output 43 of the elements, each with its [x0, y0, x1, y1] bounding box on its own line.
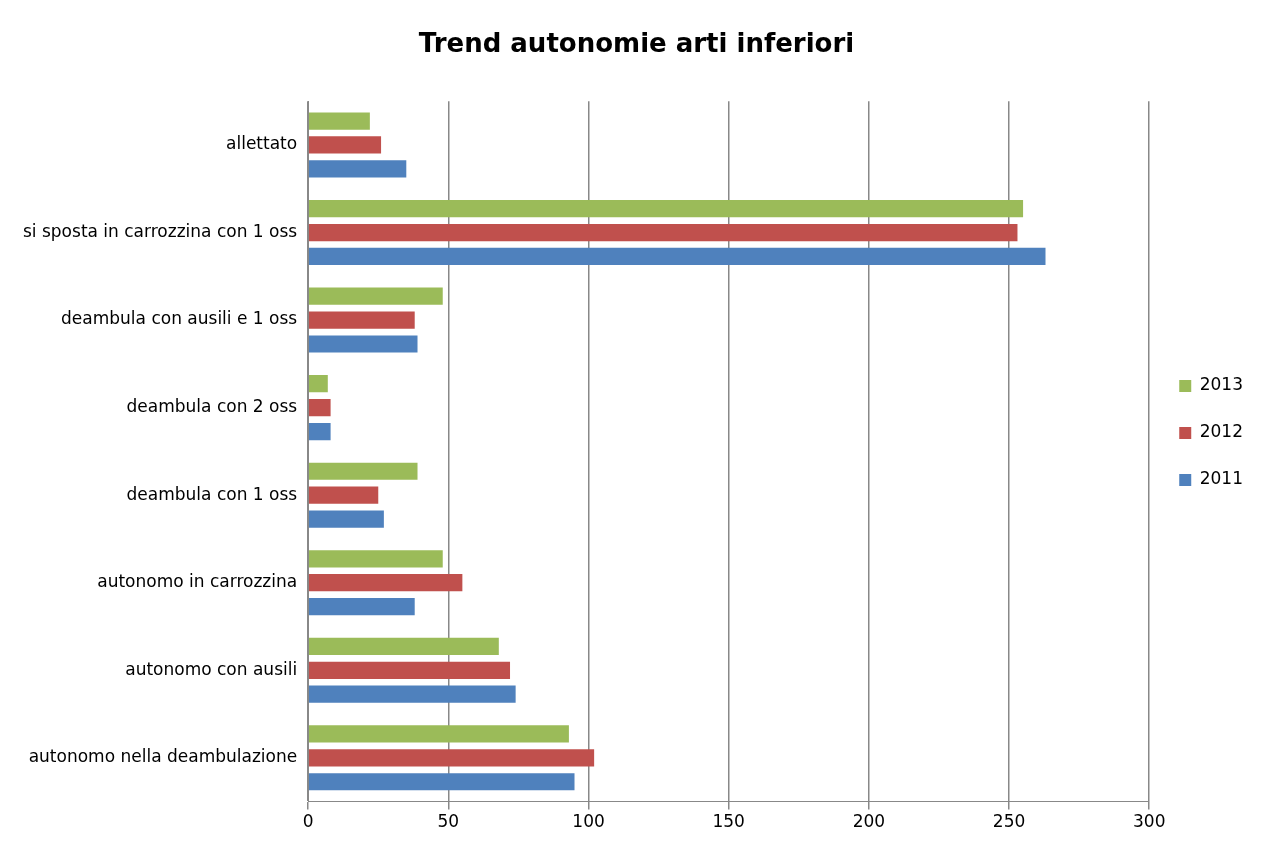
- legend-label: 2012: [1199, 421, 1243, 442]
- bar: [308, 112, 370, 130]
- y-tick-label: allettato: [226, 133, 298, 154]
- bar: [308, 311, 415, 329]
- bar: [308, 510, 384, 528]
- chart-title: Trend autonomie arti inferiori: [418, 28, 855, 59]
- x-tick-label: 0: [302, 811, 314, 832]
- y-tick-label: autonomo nella deambulazione: [28, 746, 298, 767]
- x-tick-label: 150: [712, 811, 745, 832]
- bar: [308, 773, 575, 791]
- bar: [308, 598, 415, 616]
- bar: [308, 375, 328, 393]
- bar: [308, 637, 499, 655]
- x-tick-label: 300: [1133, 811, 1166, 832]
- bar: [308, 199, 1024, 218]
- bar: [308, 574, 463, 592]
- bar: [308, 399, 331, 417]
- legend-label: 2011: [1199, 468, 1243, 489]
- bar: [308, 486, 379, 504]
- bar: [308, 160, 407, 178]
- bar: [308, 661, 511, 679]
- bar: [308, 422, 331, 441]
- bar: [308, 223, 1018, 242]
- bar: [308, 287, 443, 305]
- x-tick-label: 50: [437, 811, 460, 832]
- y-tick-label: autonomo in carrozzina: [97, 571, 298, 592]
- y-tick-label: deambula con ausili e 1 oss: [61, 308, 298, 329]
- bar: [308, 749, 595, 767]
- bar: [308, 685, 516, 703]
- legend-label: 2013: [1199, 374, 1243, 395]
- x-tick-label: 100: [572, 811, 605, 832]
- bar: [308, 462, 418, 480]
- y-tick-label: si sposta in carrozzina con 1 oss: [22, 220, 298, 241]
- y-tick-label: deambula con 2 oss: [126, 396, 298, 417]
- x-tick-label: 200: [852, 811, 886, 832]
- bar: [308, 725, 569, 743]
- x-tick-label: 250: [992, 811, 1026, 832]
- bar: [308, 550, 443, 568]
- bar: [308, 247, 1046, 266]
- y-tick-label: autonomo con ausili: [125, 658, 298, 679]
- y-tick-label: deambula con 1 oss: [126, 483, 298, 504]
- bar: [308, 335, 418, 353]
- bar: [308, 136, 382, 154]
